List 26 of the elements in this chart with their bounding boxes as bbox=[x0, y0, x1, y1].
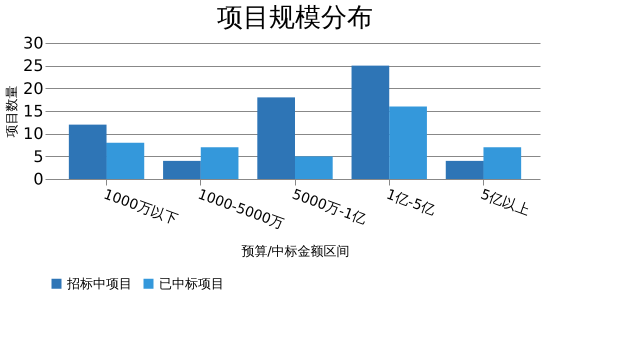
bar bbox=[163, 160, 201, 179]
y-tick-label: 25 bbox=[23, 56, 44, 76]
x-tick-label: 5000万-1亿 bbox=[290, 186, 368, 228]
bar bbox=[106, 142, 144, 179]
x-axis-title: 预算/中标金额区间 bbox=[241, 244, 350, 260]
bar bbox=[389, 106, 427, 179]
y-tick-label: 5 bbox=[33, 146, 44, 166]
chart-title: 项目规模分布 bbox=[217, 3, 373, 33]
y-tick-label: 10 bbox=[23, 124, 44, 144]
legend-label: 已中标项目 bbox=[159, 276, 224, 292]
bar bbox=[446, 160, 484, 179]
y-tick-label: 20 bbox=[23, 78, 44, 98]
bar bbox=[200, 147, 238, 179]
legend-label: 招标中项目 bbox=[66, 276, 132, 292]
y-axis-title: 项目数量 bbox=[5, 86, 20, 138]
bar bbox=[483, 147, 522, 179]
bar bbox=[257, 97, 295, 179]
y-tick-label: 15 bbox=[23, 102, 44, 120]
y-tick-label: 30 bbox=[23, 34, 44, 52]
y-tick-label: 0 bbox=[33, 170, 44, 188]
bar bbox=[68, 124, 107, 179]
x-tick-label: 1亿-5亿 bbox=[384, 186, 438, 219]
x-tick-label: 1000万以下 bbox=[101, 186, 180, 228]
x-tick-label: 5亿以上 bbox=[478, 186, 532, 220]
bar bbox=[295, 156, 333, 179]
bar bbox=[352, 66, 390, 179]
